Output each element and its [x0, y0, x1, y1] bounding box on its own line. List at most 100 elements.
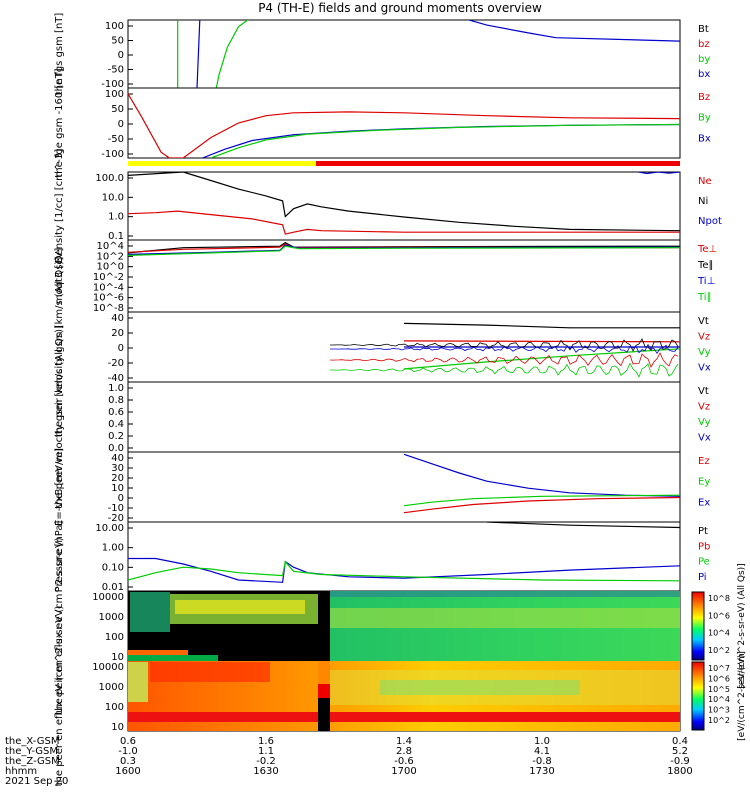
y-tick-label: 0	[118, 50, 124, 61]
y-axis-label: the peir en eflux eV (cm^2-s-sr-eV)	[54, 537, 65, 714]
legend-entry: Vy	[698, 417, 711, 428]
y-axis-label: Pressure [nPa]	[54, 521, 65, 593]
series-line	[128, 210, 680, 235]
legend-entry: Vz	[698, 332, 710, 343]
series-line	[403, 494, 680, 507]
series-line	[128, 245, 680, 256]
y-axis-label: the fgs gsm [nT]	[54, 13, 65, 96]
colorbar-tick-label: 10^8	[708, 594, 730, 603]
y-tick-label: 40	[111, 313, 124, 324]
y-tick-label: 1000	[99, 682, 124, 693]
legend-entry: Vt	[698, 386, 709, 397]
x-tick-label: 1.1	[258, 746, 274, 757]
y-tick-label: 10^0	[97, 262, 124, 273]
x-tick-label: 4.1	[534, 746, 550, 757]
x-tick-label: 1.6	[258, 736, 274, 747]
colorbar-label: [eV/(cm^2-s-sr-eV) (All Qs)]	[737, 563, 747, 688]
bar-yellow	[128, 161, 316, 166]
legend-entry: Te⊥	[697, 244, 717, 255]
y-tick-label: 10^-8	[93, 303, 124, 314]
legend-entry: bz	[698, 39, 710, 50]
y-tick-label: 1.0	[108, 383, 124, 394]
y-tick-label: -40	[108, 373, 124, 384]
y-tick-label: -50	[108, 65, 124, 76]
panel-frame	[127, 19, 681, 89]
series-line	[403, 453, 680, 497]
legend-entry: Te∥	[697, 260, 714, 271]
y-tick-label: 100	[105, 89, 124, 100]
series-line	[403, 348, 680, 370]
y-tick-label: 10000	[92, 592, 124, 603]
x-tick-label: 1730	[529, 766, 554, 777]
orbit-label: the_X-GSM	[5, 736, 59, 747]
y-tick-label: 50	[111, 104, 124, 115]
x-tick-label: 5.2	[672, 746, 688, 757]
legend-entry: Ez	[698, 456, 710, 467]
x-tick-label: 1600	[115, 766, 140, 777]
panel-frame	[127, 381, 681, 453]
legend-entry: Ey	[698, 477, 710, 488]
panel-10: 10000 1000 100 10 the peer en eflux eV (cm^2…	[54, 606, 747, 787]
y-tick-label: 10.0	[102, 192, 124, 203]
y-tick-label: 1000	[99, 612, 124, 623]
y-tick-label: 100.0	[95, 173, 124, 184]
series-line	[466, 20, 680, 42]
x-tick-label: 2.8	[396, 746, 412, 757]
series-line	[638, 172, 680, 175]
y-tick-label: -20	[108, 358, 124, 369]
series-line	[128, 557, 680, 583]
bar-red	[316, 161, 680, 166]
colorbar-tick-label: 10^6	[708, 674, 730, 683]
legend-entry: Bt	[698, 24, 709, 35]
series-line	[202, 123, 680, 158]
colorbar-tick-label: 10^2	[708, 646, 730, 655]
electron-spectrogram	[128, 661, 680, 731]
series-line	[486, 522, 680, 529]
legend-entry: Pt	[698, 526, 708, 537]
y-tick-label: 10^-6	[93, 293, 124, 304]
panel-5: 40 20 0 -20 -40 the peir velocity gsm [km/s (…	[54, 257, 711, 438]
legend-entry: Pi	[698, 572, 707, 583]
y-tick-label: 1.00	[102, 543, 124, 554]
y-axis-label: the peer en eflux eV (cm^2-s-sr-eV)	[54, 606, 65, 787]
y-tick-label: 0	[118, 119, 124, 130]
legend-entry: Pe	[698, 557, 710, 568]
panel-frame	[127, 87, 681, 159]
y-axis-label: Density [1/cc] [cm^-3]	[54, 149, 65, 263]
legend-entry: Ti∥	[697, 292, 712, 303]
y-tick-label: 0.4	[108, 419, 124, 430]
legend-entry: by	[698, 54, 710, 65]
y-tick-label: 1.0	[108, 212, 124, 223]
y-tick-label: 100	[105, 21, 124, 32]
orbit-label: the_Y-GSM	[5, 746, 58, 757]
legend-entry: Ne	[698, 176, 712, 187]
noise-line	[330, 338, 679, 352]
noise-line	[330, 343, 679, 355]
y-tick-label: 50	[111, 36, 124, 47]
orbit-label: hhmm	[5, 766, 37, 777]
colorbar-tick-label: 10^5	[708, 685, 730, 694]
y-tick-label: -100	[101, 79, 124, 90]
y-tick-label: -100	[101, 149, 124, 160]
y-tick-label: 0.2	[108, 431, 124, 442]
y-tick-label: 100	[105, 632, 124, 643]
orbit-label: 2021 Sep 20	[5, 776, 68, 787]
x-tick-label: 0.6	[120, 736, 136, 747]
colorbar-tick-label: 10^7	[708, 664, 730, 673]
y-axis-label: E=-VxB [mV/m]	[54, 448, 65, 526]
series-line	[210, 123, 680, 158]
y-tick-label: 10.00	[95, 523, 124, 534]
y-axis-label: the peir velocity gsm [km/s (All Qs)]	[54, 257, 65, 438]
legend-entry: bx	[698, 69, 710, 80]
panel-frame	[127, 239, 681, 313]
y-tick-label: 10^4	[97, 241, 124, 252]
series-line	[196, 20, 201, 88]
colorbar-tick-label: 10^4	[708, 695, 730, 704]
legend-entry: Npot	[698, 216, 722, 227]
y-tick-label: -10	[108, 503, 124, 514]
legend-entry: Vx	[698, 363, 711, 374]
series-line	[403, 322, 680, 329]
y-tick-label: 0	[118, 493, 124, 504]
